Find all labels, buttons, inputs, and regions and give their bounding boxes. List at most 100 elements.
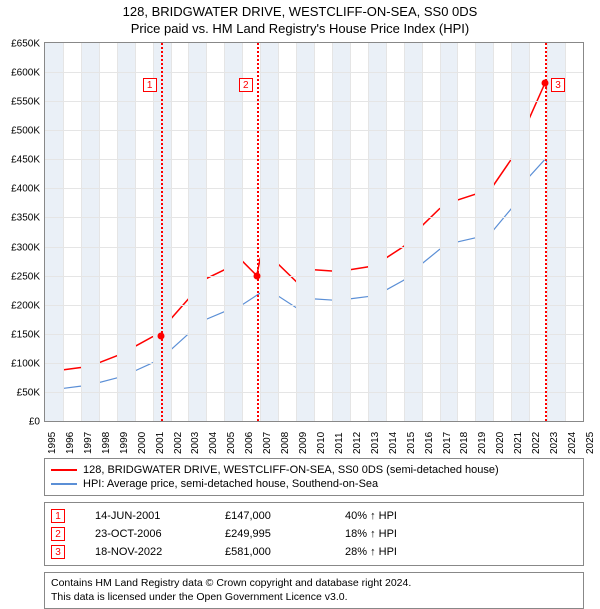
gridline-v [565,43,566,421]
x-tick-label: 2012 [352,432,363,454]
x-tick-label: 2011 [334,432,345,454]
year-band [224,43,242,421]
title-sub: Price paid vs. HM Land Registry's House … [0,21,600,36]
y-tick-label: £200K [11,300,40,311]
title-main: 128, BRIDGWATER DRIVE, WESTCLIFF-ON-SEA,… [0,4,600,19]
sale-marker: 2 [239,78,253,92]
x-tick-label: 2015 [406,432,417,454]
plot-area: 1 2 3 [44,42,584,422]
gridline-v [475,43,476,421]
gridline-v [332,43,333,421]
x-tick-label: 2023 [549,432,560,454]
y-tick-label: £500K [11,126,40,137]
x-tick-label: 2019 [477,432,488,454]
titles: 128, BRIDGWATER DRIVE, WESTCLIFF-ON-SEA,… [0,0,600,36]
gridline-v [99,43,100,421]
sale-marker: 1 [143,78,157,92]
x-tick-label: 2008 [280,432,291,454]
x-tick-label: 2013 [370,432,381,454]
year-band [547,43,565,421]
sale-dot [157,332,164,339]
x-tick-label: 2000 [137,432,148,454]
year-band [188,43,206,421]
gridline-v [386,43,387,421]
sale-reference-line [161,43,163,421]
x-tick-label: 1995 [47,432,58,454]
gridline-v [81,43,82,421]
x-tick-label: 2009 [298,432,309,454]
gridline-v [206,43,207,421]
gridline-v [547,43,548,421]
y-tick-label: £0 [29,417,40,428]
license-line: This data is licensed under the Open Gov… [51,591,577,605]
sales-row-marker: 3 [51,545,65,559]
gridline-v [493,43,494,421]
x-tick-label: 2025 [585,432,596,454]
x-tick-label: 2018 [459,432,470,454]
year-band [81,43,99,421]
x-axis: 1995199619971998199920002001200220032004… [44,426,584,466]
sales-row: 223-OCT-2006£249,99518% ↑ HPI [51,525,577,543]
year-band [404,43,422,421]
license-line: Contains HM Land Registry data © Crown c… [51,577,577,591]
x-tick-label: 2014 [388,432,399,454]
gridline-v [171,43,172,421]
x-tick-label: 1997 [83,432,94,454]
gridline-v [422,43,423,421]
gridline-v [440,43,441,421]
sale-dot [541,80,548,87]
sale-reference-line [545,43,547,421]
year-band [368,43,386,421]
sales-row-pct: 28% ↑ HPI [345,546,577,558]
year-band [296,43,314,421]
x-tick-label: 2003 [190,432,201,454]
sales-row-marker: 1 [51,509,65,523]
x-tick-label: 1996 [65,432,76,454]
x-tick-label: 2002 [173,432,184,454]
sales-table: 114-JUN-2001£147,00040% ↑ HPI223-OCT-200… [44,502,584,566]
x-tick-label: 2007 [262,432,273,454]
gridline-v [457,43,458,421]
sales-row-date: 14-JUN-2001 [95,510,225,522]
sales-row: 318-NOV-2022£581,00028% ↑ HPI [51,543,577,561]
year-band [260,43,278,421]
sales-row-price: £249,995 [225,528,345,540]
sales-row-pct: 40% ↑ HPI [345,510,577,522]
sale-reference-line [257,43,259,421]
x-tick-label: 2021 [513,432,524,454]
sales-row: 114-JUN-2001£147,00040% ↑ HPI [51,507,577,525]
chart-container: 128, BRIDGWATER DRIVE, WESTCLIFF-ON-SEA,… [0,0,600,609]
gridline-v [314,43,315,421]
gridline-v [350,43,351,421]
gridline-v [188,43,189,421]
y-tick-label: £650K [11,39,40,50]
y-tick-label: £300K [11,242,40,253]
year-band [332,43,350,421]
sale-marker: 3 [551,78,565,92]
x-tick-label: 1998 [101,432,112,454]
x-tick-label: 2024 [567,432,578,454]
gridline-v [368,43,369,421]
y-tick-label: £600K [11,68,40,79]
legend-row: HPI: Average price, semi-detached house,… [51,477,577,491]
gridline-v [153,43,154,421]
sales-row-marker: 2 [51,527,65,541]
year-band [45,43,63,421]
y-tick-label: £400K [11,184,40,195]
x-tick-label: 2016 [424,432,435,454]
y-tick-label: £350K [11,213,40,224]
gridline-v [260,43,261,421]
y-tick-label: £150K [11,329,40,340]
x-tick-label: 2010 [316,432,327,454]
gridline-v [242,43,243,421]
gridline-v [135,43,136,421]
gridline-v [511,43,512,421]
y-tick-label: £50K [17,387,40,398]
x-tick-label: 2020 [495,432,506,454]
legend-swatch [51,469,77,471]
x-tick-label: 2022 [531,432,542,454]
gridline-v [529,43,530,421]
y-axis: £0£50K£100K£150K£200K£250K£300K£350K£400… [0,44,42,424]
x-tick-label: 2017 [442,432,453,454]
sale-dot [253,272,260,279]
